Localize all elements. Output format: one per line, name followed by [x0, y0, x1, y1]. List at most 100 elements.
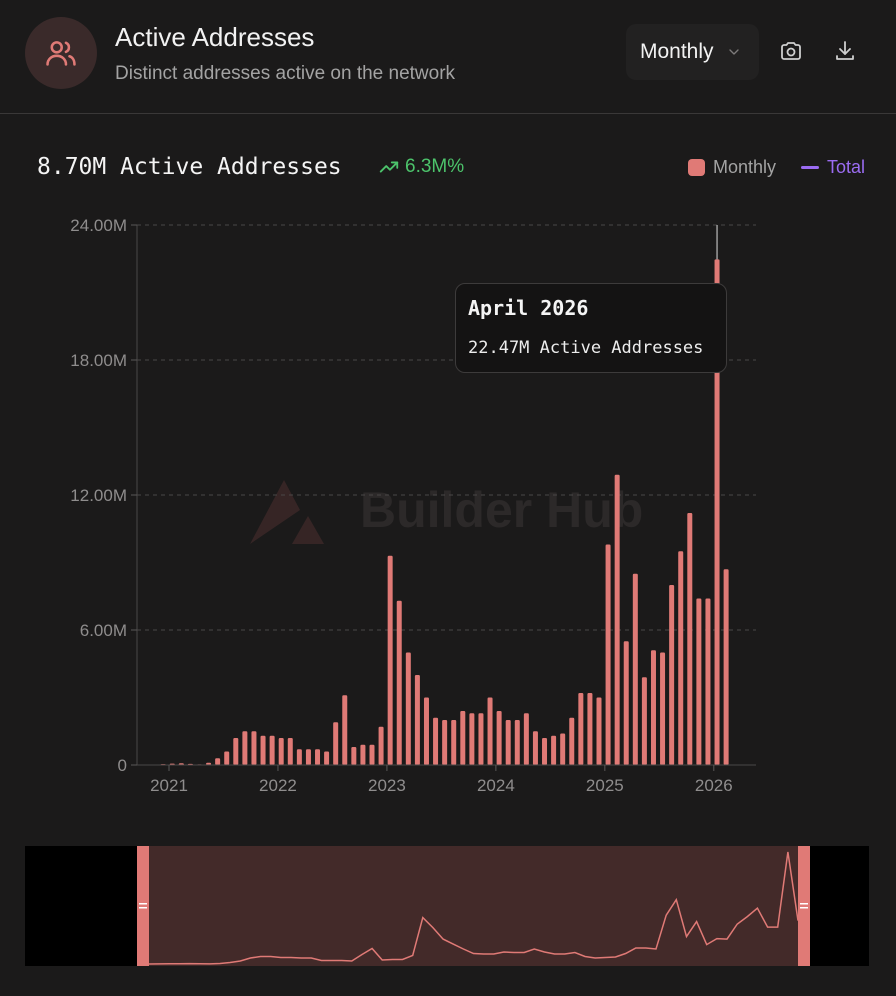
brush-overview-line: [148, 851, 799, 965]
bar[interactable]: [260, 735, 266, 765]
legend-swatch-monthly: [688, 159, 705, 176]
period-select[interactable]: Monthly: [626, 24, 759, 80]
download-button[interactable]: [828, 34, 862, 68]
page-subtitle: Distinct addresses active on the network: [115, 63, 456, 84]
bar[interactable]: [569, 717, 575, 765]
bar[interactable]: [641, 677, 647, 765]
y-tick-label: 24.00M: [70, 216, 127, 235]
y-tick-label: 6.00M: [80, 621, 127, 640]
bar[interactable]: [224, 751, 230, 766]
bar[interactable]: [596, 697, 602, 766]
watermark-text: Builder Hub: [360, 482, 643, 538]
x-axis: 2021 2022 2023 2024 2025 2026: [137, 764, 756, 795]
bar[interactable]: [442, 720, 448, 765]
bar[interactable]: [233, 738, 239, 765]
bar[interactable]: [351, 747, 357, 765]
brush-handle-left[interactable]: [137, 846, 149, 966]
bar[interactable]: [433, 717, 439, 765]
y-tick-label: 12.00M: [70, 486, 127, 505]
bar[interactable]: [632, 573, 638, 765]
legend-item-total[interactable]: Total: [801, 157, 865, 178]
bar[interactable]: [287, 738, 293, 765]
bar[interactable]: [206, 762, 212, 765]
bar[interactable]: [342, 695, 348, 765]
bar-chart: Builder Hub 0 6.00M 12.00M 18.00M 24.00M 202…: [70, 216, 756, 795]
chevron-down-icon: [728, 49, 739, 55]
bar[interactable]: [587, 693, 593, 765]
brush-handle-right[interactable]: [798, 846, 810, 966]
bar[interactable]: [414, 675, 420, 765]
bar[interactable]: [278, 738, 284, 765]
bar[interactable]: [532, 731, 538, 765]
download-icon: [836, 41, 854, 60]
chart-header: Active Addresses Distinct addresses acti…: [0, 0, 896, 114]
bar-series-monthly[interactable]: [151, 225, 729, 766]
bar[interactable]: [678, 551, 684, 765]
bar[interactable]: [387, 555, 393, 765]
bar[interactable]: [451, 720, 457, 765]
bar[interactable]: [605, 544, 611, 766]
bar[interactable]: [324, 751, 330, 766]
bar[interactable]: [496, 711, 502, 765]
tooltip-title: April 2026: [468, 296, 589, 320]
brush-selection[interactable]: [137, 846, 810, 966]
bar[interactable]: [378, 726, 384, 765]
chart-tooltip: April 2026 22.47M Active Addresses: [455, 283, 727, 373]
users-icon: [46, 41, 76, 66]
bar[interactable]: [687, 513, 693, 765]
users-icon-badge: [25, 17, 97, 89]
bar[interactable]: [514, 720, 520, 765]
watermark: Builder Hub: [250, 480, 643, 544]
bar[interactable]: [269, 735, 275, 765]
bar[interactable]: [560, 733, 566, 766]
bar[interactable]: [696, 598, 702, 766]
change-indicator: 6.3M%: [378, 156, 464, 178]
x-tick-label: 2023: [368, 776, 406, 795]
bar[interactable]: [505, 720, 511, 765]
y-axis: 0 6.00M 12.00M 18.00M 24.00M: [70, 216, 138, 775]
bar[interactable]: [460, 711, 466, 765]
legend-line-total: [801, 166, 819, 169]
bar[interactable]: [405, 652, 411, 766]
bar[interactable]: [242, 731, 248, 765]
bar[interactable]: [305, 749, 311, 765]
builder-hub-logo-icon: [250, 480, 300, 544]
bar[interactable]: [423, 697, 429, 766]
bar[interactable]: [714, 259, 720, 765]
x-tick-label: 2026: [695, 776, 733, 795]
brush-grip-right-icon: [800, 903, 808, 909]
bar[interactable]: [650, 650, 656, 765]
bar[interactable]: [478, 713, 484, 765]
bar[interactable]: [660, 652, 666, 766]
x-tick-label: 2022: [259, 776, 297, 795]
bar[interactable]: [523, 713, 529, 765]
bar[interactable]: [215, 758, 221, 765]
bar[interactable]: [469, 713, 475, 765]
bar[interactable]: [487, 697, 493, 766]
bar[interactable]: [669, 585, 675, 765]
bar[interactable]: [723, 569, 729, 765]
bar[interactable]: [251, 731, 257, 765]
x-tick-label: 2021: [150, 776, 188, 795]
summary-value: 8.70M Active Addresses: [37, 154, 342, 180]
bar[interactable]: [396, 600, 402, 765]
bar[interactable]: [705, 598, 711, 766]
bar[interactable]: [578, 693, 584, 765]
y-tick-label: 0: [118, 756, 127, 775]
bar[interactable]: [551, 735, 557, 765]
bar[interactable]: [369, 744, 375, 765]
bar[interactable]: [296, 749, 302, 765]
brush-grip-left-icon: [139, 903, 147, 909]
legend-item-monthly[interactable]: Monthly: [688, 157, 776, 178]
bar[interactable]: [360, 744, 366, 765]
range-brush[interactable]: [25, 846, 869, 966]
screenshot-button[interactable]: [774, 34, 808, 68]
legend-label-monthly: Monthly: [713, 157, 777, 177]
bar[interactable]: [315, 749, 321, 765]
bar[interactable]: [333, 722, 339, 765]
bar[interactable]: [623, 641, 629, 765]
bar[interactable]: [614, 474, 620, 765]
legend-label-total: Total: [827, 157, 866, 177]
bar[interactable]: [542, 738, 548, 765]
trending-up-icon: [379, 161, 399, 173]
